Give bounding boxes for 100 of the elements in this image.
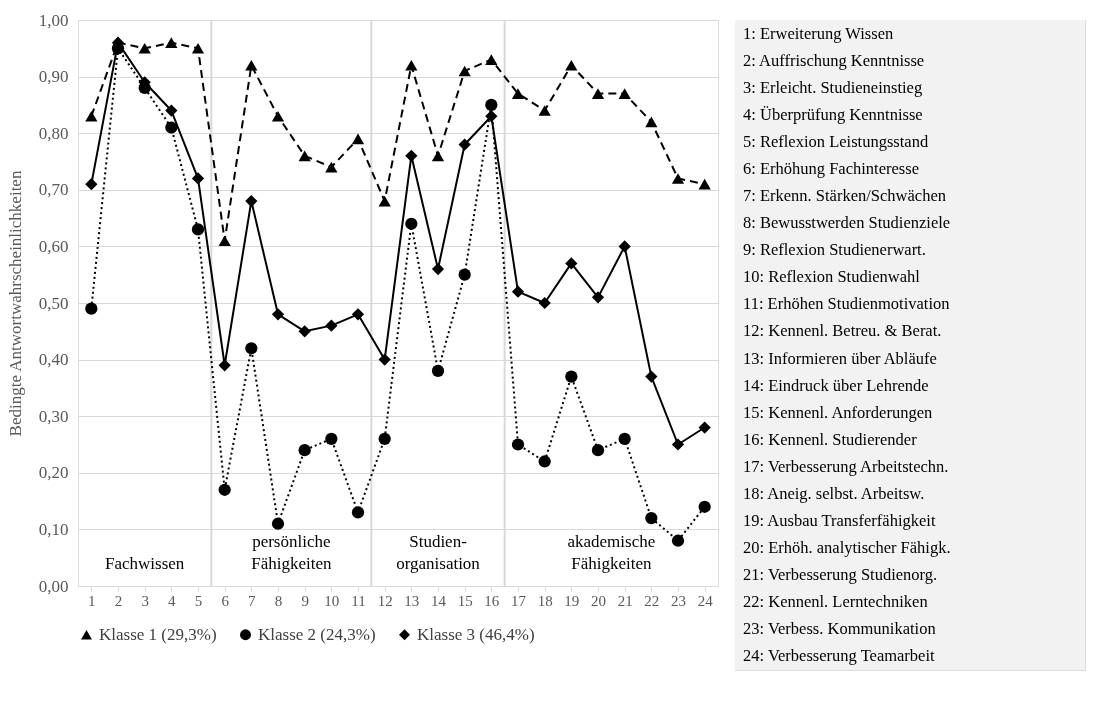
point: [431, 262, 445, 276]
point: [218, 483, 231, 496]
text: 1: Erweiterung Wissen: [743, 23, 894, 43]
x-tick-label: 5: [194, 592, 203, 609]
point: [538, 455, 551, 468]
y-tick-label: 0,70: [38, 180, 69, 200]
point: [298, 325, 311, 338]
y-tick-label: 0,10: [38, 519, 69, 539]
x-tick-label: 18: [537, 592, 553, 609]
point: [618, 88, 631, 99]
text: 16: Kennenl. Studierender: [743, 429, 918, 449]
text: 15: Kennenl. Anforderungen: [743, 402, 933, 422]
point: [298, 444, 311, 457]
x-tick-label: 10: [324, 592, 340, 609]
point: [671, 173, 685, 184]
point: [378, 353, 391, 366]
point: [191, 223, 205, 236]
point: [431, 364, 445, 378]
point: [298, 150, 311, 162]
annotation: Studien- organisation: [396, 532, 481, 573]
text: 21: Verbesserung Studienorg.: [743, 565, 938, 585]
y-tick-label: 0,00: [38, 576, 69, 596]
point: [325, 161, 338, 173]
y-tick-label: 0,90: [38, 67, 69, 87]
point: [565, 59, 578, 71]
point: [351, 506, 365, 519]
x-tick-label: 17: [511, 592, 527, 609]
text: 23: Verbess. Kommunikation: [743, 619, 936, 639]
y-tick-label: 0,80: [38, 123, 69, 143]
x-tick-label: 4: [168, 592, 177, 609]
y-tick-label: 0,60: [38, 236, 69, 256]
point: [165, 121, 178, 134]
point: [671, 438, 685, 451]
annotation: akademische Fähigkeiten: [567, 532, 656, 573]
x-tick-label: 2: [114, 592, 123, 609]
x-tick-label: 21: [617, 592, 633, 609]
point: [511, 285, 525, 298]
point: [538, 296, 551, 310]
point: [165, 104, 178, 117]
point: [538, 105, 551, 116]
point: [698, 421, 711, 434]
x-tick-label: 19: [564, 592, 580, 609]
point: [85, 178, 98, 191]
annotation: Fachwissen: [105, 554, 185, 573]
point: [138, 43, 151, 54]
point: [245, 195, 258, 208]
point: [191, 172, 205, 185]
point: [645, 511, 658, 525]
point: [458, 65, 471, 77]
point: [565, 370, 578, 383]
x-tick-label: 7: [248, 592, 257, 609]
x-tick-label: 9: [301, 592, 309, 609]
y-tick-label: 1,00: [38, 10, 69, 30]
text: 19: Ausbau Transferfähigkeit: [743, 511, 936, 531]
text: 12: Kennenl. Betreu. & Berat.: [743, 321, 942, 341]
point: [511, 438, 525, 451]
point: [85, 302, 98, 315]
x-tick-label: 3: [141, 592, 149, 609]
text: 18: Aneig. selbst. Arbeitsw.: [743, 483, 925, 503]
point: [378, 195, 391, 207]
text: 8: Bewusstwerden Studienziele: [743, 213, 951, 233]
x-tick-label: 22: [644, 592, 660, 609]
point: [511, 88, 525, 99]
x-tick-label: 12: [377, 592, 393, 609]
point: [431, 150, 445, 162]
point: [591, 88, 605, 99]
text: 5: Reflexion Leistungsstand: [743, 131, 929, 151]
point: [591, 291, 605, 304]
point: [645, 370, 658, 383]
y-axis-title: Bedingte Antwortwahrscheinlichkeiten: [5, 170, 25, 437]
x-tick-label: 24: [697, 592, 714, 609]
text: 3: Erleicht. Studieneinstieg: [743, 77, 923, 97]
text: 24: Verbesserung Teamarbeit: [743, 646, 936, 666]
legend-label: Klasse 2 (24,3%): [258, 624, 376, 644]
point: [245, 342, 258, 355]
x-tick-label: 23: [671, 592, 686, 609]
x-tick-label: 20: [591, 592, 606, 609]
point: [325, 319, 338, 332]
x-tick-label: 6: [221, 592, 230, 609]
point: [485, 110, 498, 123]
point: [218, 235, 231, 247]
point: [618, 240, 631, 253]
point: [378, 432, 391, 445]
point: [698, 178, 711, 190]
text: 2: Auffrischung Kenntnisse: [743, 50, 925, 70]
text: 17: Verbesserung Arbeitstechn.: [743, 456, 949, 476]
point: [325, 432, 338, 445]
point: [405, 217, 418, 230]
x-tick-label: 14: [431, 592, 447, 609]
y-tick-label: 0,50: [38, 293, 69, 313]
point: [271, 517, 285, 530]
legend-label: Klasse 3 (46,4%): [417, 624, 535, 644]
legend-label: Klasse 1 (29,3%): [99, 624, 217, 644]
point: [645, 116, 658, 128]
point: [271, 110, 285, 122]
text: 7: Erkenn. Stärken/Schwächen: [743, 186, 946, 206]
point: [271, 308, 285, 321]
x-tick-label: 16: [484, 592, 500, 609]
text: 6: Erhöhung Fachinteresse: [743, 158, 919, 178]
text: 4: Überprüfung Kenntnisse: [743, 104, 923, 124]
